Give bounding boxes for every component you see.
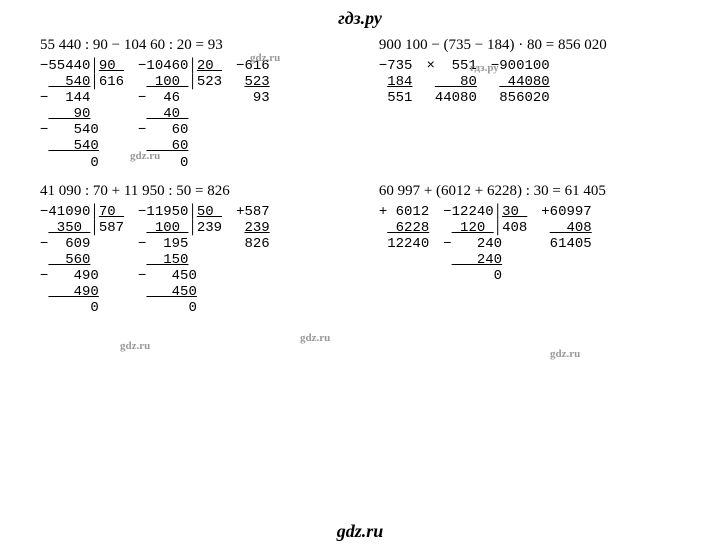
add-3: +587 239 826 [236,204,270,252]
work-3: −41090│70 350 │587 − 609 560 − 490 490 0… [40,204,379,317]
problem-4: 60 997 + (6012 + 6228) : 30 = 61 405 + 6… [379,183,680,317]
equation-2: 900 100 − (735 − 184) · 80 = 856 020 [379,37,680,54]
watermark: gdz.ru [550,348,580,360]
longdiv-4: −12240│30 120 │408 − 240 240 0 [443,204,527,284]
longdiv-3a: −41090│70 350 │587 − 609 560 − 490 490 0 [40,204,124,317]
mul-2: × 551 80 44080 [426,58,476,106]
row-1: 55 440 : 90 − 104 60 : 20 = 93 −55440│90… [40,37,680,171]
sub-2a: −735 184 551 [379,58,413,106]
content: 55 440 : 90 − 104 60 : 20 = 93 −55440│90… [0,37,720,316]
equation-1: 55 440 : 90 − 104 60 : 20 = 93 [40,37,379,54]
problem-1: 55 440 : 90 − 104 60 : 20 = 93 −55440│90… [40,37,379,171]
longdiv-1a: −55440│90 540│616 − 144 90 − 540 540 0 [40,58,124,171]
equation-3: 41 090 : 70 + 11 950 : 50 = 826 [40,183,379,200]
longdiv-3b: −11950│50 100 │239 − 195 150 − 450 450 0 [138,204,222,317]
problem-2: 900 100 − (735 − 184) · 80 = 856 020 −73… [379,37,680,171]
longdiv-1b: −10460│20 100 │523 − 46 40 − 60 60 0 [138,58,222,171]
equation-4: 60 997 + (6012 + 6228) : 30 = 61 405 [379,183,680,200]
page-footer: gdz.ru [0,521,720,542]
work-2: −735 184 551 × 551 80 44080 −900100 4408… [379,58,680,106]
work-4: + 6012 6228 12240 −12240│30 120 │408 − 2… [379,204,680,284]
row-2: 41 090 : 70 + 11 950 : 50 = 826 −41090│7… [40,183,680,317]
page-header: гдз.ру [0,0,720,37]
work-1: −55440│90 540│616 − 144 90 − 540 540 0 −… [40,58,379,171]
problem-3: 41 090 : 70 + 11 950 : 50 = 826 −41090│7… [40,183,379,317]
watermark: gdz.ru [120,340,150,352]
add-4b: +60997 408 61405 [541,204,591,252]
add-4a: + 6012 6228 12240 [379,204,429,252]
watermark: gdz.ru [300,332,330,344]
sub-2b: −900100 44080 856020 [491,58,550,106]
sub-1: −616 523 93 [236,58,270,106]
